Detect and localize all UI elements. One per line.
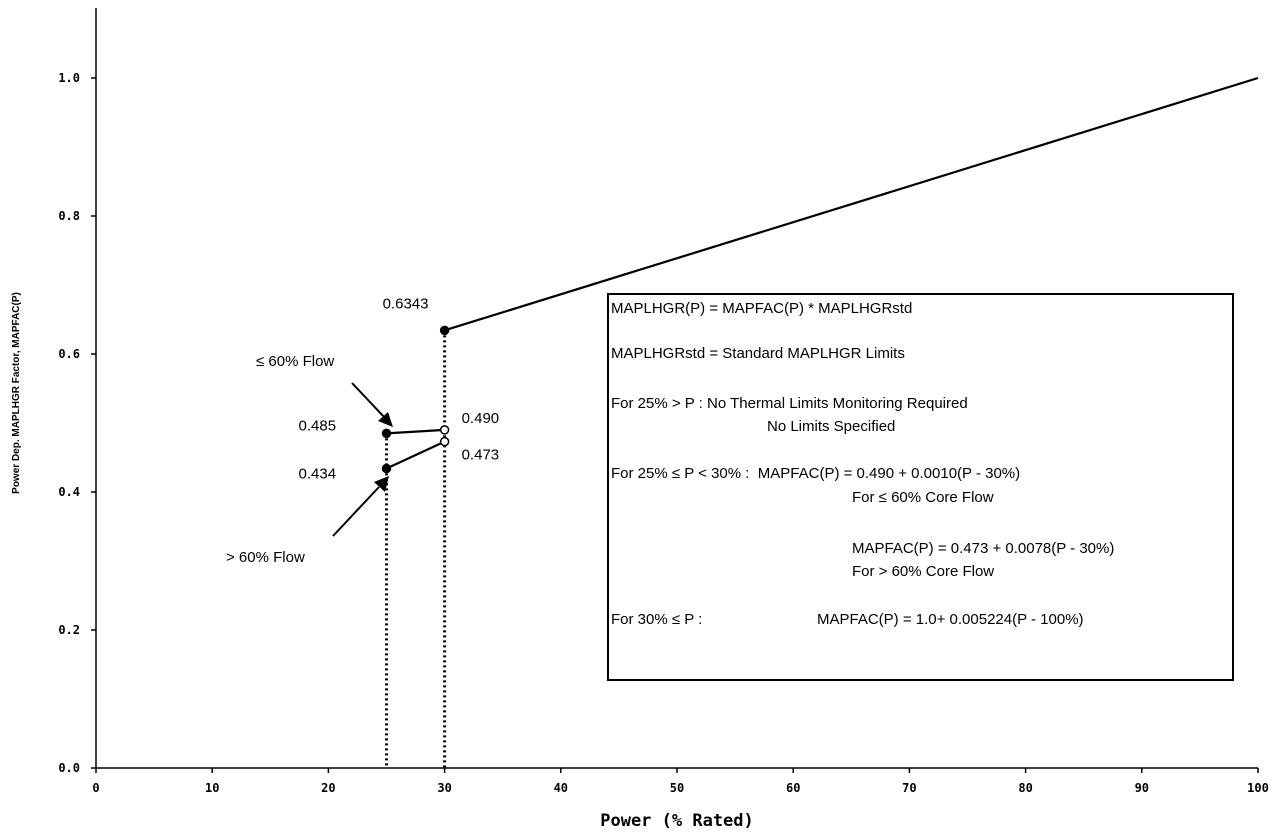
note-line-8: For > 60% Core Flow [852,563,995,580]
x-tick-label: 0 [92,781,99,795]
series-line-2 [386,440,446,470]
filled-point [439,325,450,336]
filled-point [381,463,392,474]
y-tick-label: 0.0 [58,761,80,775]
x-axis-title: Power (% Rated) [600,811,754,831]
x-tick-label: 60 [786,781,800,795]
y-axis-title: Power Dep. MAPLHGR Factor, MAPFAC(P) [11,292,22,494]
note-line-9: For 30% ≤ P : [611,611,703,628]
y-tick-label: 0.8 [58,209,80,223]
arrow-gt60-head [374,476,389,492]
x-tick-label: 100 [1247,781,1269,795]
note-line-7: MAPFAC(P) = 0.473 + 0.0078(P - 30%) [852,540,1115,557]
y-tick-label: 0.6 [58,347,80,361]
data-points [381,325,450,474]
x-tick-label: 20 [321,781,335,795]
annotation-le60-flow: ≤ 60% Flow [256,353,334,370]
series-lines [386,76,1259,470]
annotation-arrows [332,382,393,537]
x-tick-label: 70 [902,781,916,795]
data-label: 0.473 [462,447,500,464]
note-line-3: For 25% > P : No Thermal Limits Monitori… [611,395,968,412]
note-line-6: For ≤ 60% Core Flow [852,489,994,506]
x-tick-label: 50 [670,781,684,795]
data-label: 0.6343 [383,295,429,312]
open-point [439,425,450,435]
open-point [439,436,450,447]
arrow-gt60-shaft [332,486,380,537]
arrow-le60-shaft [351,382,386,419]
note-line-10: MAPFAC(P) = 1.0+ 0.005224(P - 100%) [817,611,1084,628]
x-ticks: 0 10 20 30 40 50 60 70 80 90 100 [92,768,1269,795]
y-tick-label: 0.4 [58,485,80,499]
annotation-gt60-flow: > 60% Flow [226,549,305,566]
note-line-2: MAPLHGRstd = Standard MAPLHGR Limits [611,345,905,362]
formula-note-box: MAPLHGR(P) = MAPFAC(P) * MAPLHGRstd MAPL… [607,293,1234,681]
x-tick-label: 10 [205,781,219,795]
x-tick-label: 90 [1135,781,1149,795]
note-line-1: MAPLHGR(P) = MAPFAC(P) * MAPLHGRstd [611,300,913,317]
x-tick-label: 40 [554,781,568,795]
data-label: 0.434 [299,466,337,483]
arrow-le60-head [378,412,393,427]
data-label: 0.490 [462,410,500,427]
x-tick-label: 80 [1018,781,1032,795]
y-tick-label: 1.0 [58,71,80,85]
y-ticks: 0.0 0.2 0.4 0.6 0.8 1.0 [58,71,96,775]
series-line-3 [444,76,1259,332]
point-labels: 0.6343 0.485 0.490 0.434 0.473 [299,295,500,482]
note-line-4: No Limits Specified [767,418,896,435]
y-tick-label: 0.2 [58,623,80,637]
filled-point [381,428,392,439]
note-line-5: For 25% ≤ P < 30% : MAPFAC(P) = 0.490 + … [611,465,1021,482]
series-line-1 [386,428,445,435]
data-label: 0.485 [299,417,337,434]
x-tick-label: 30 [437,781,451,795]
vertical-markers [385,330,447,768]
